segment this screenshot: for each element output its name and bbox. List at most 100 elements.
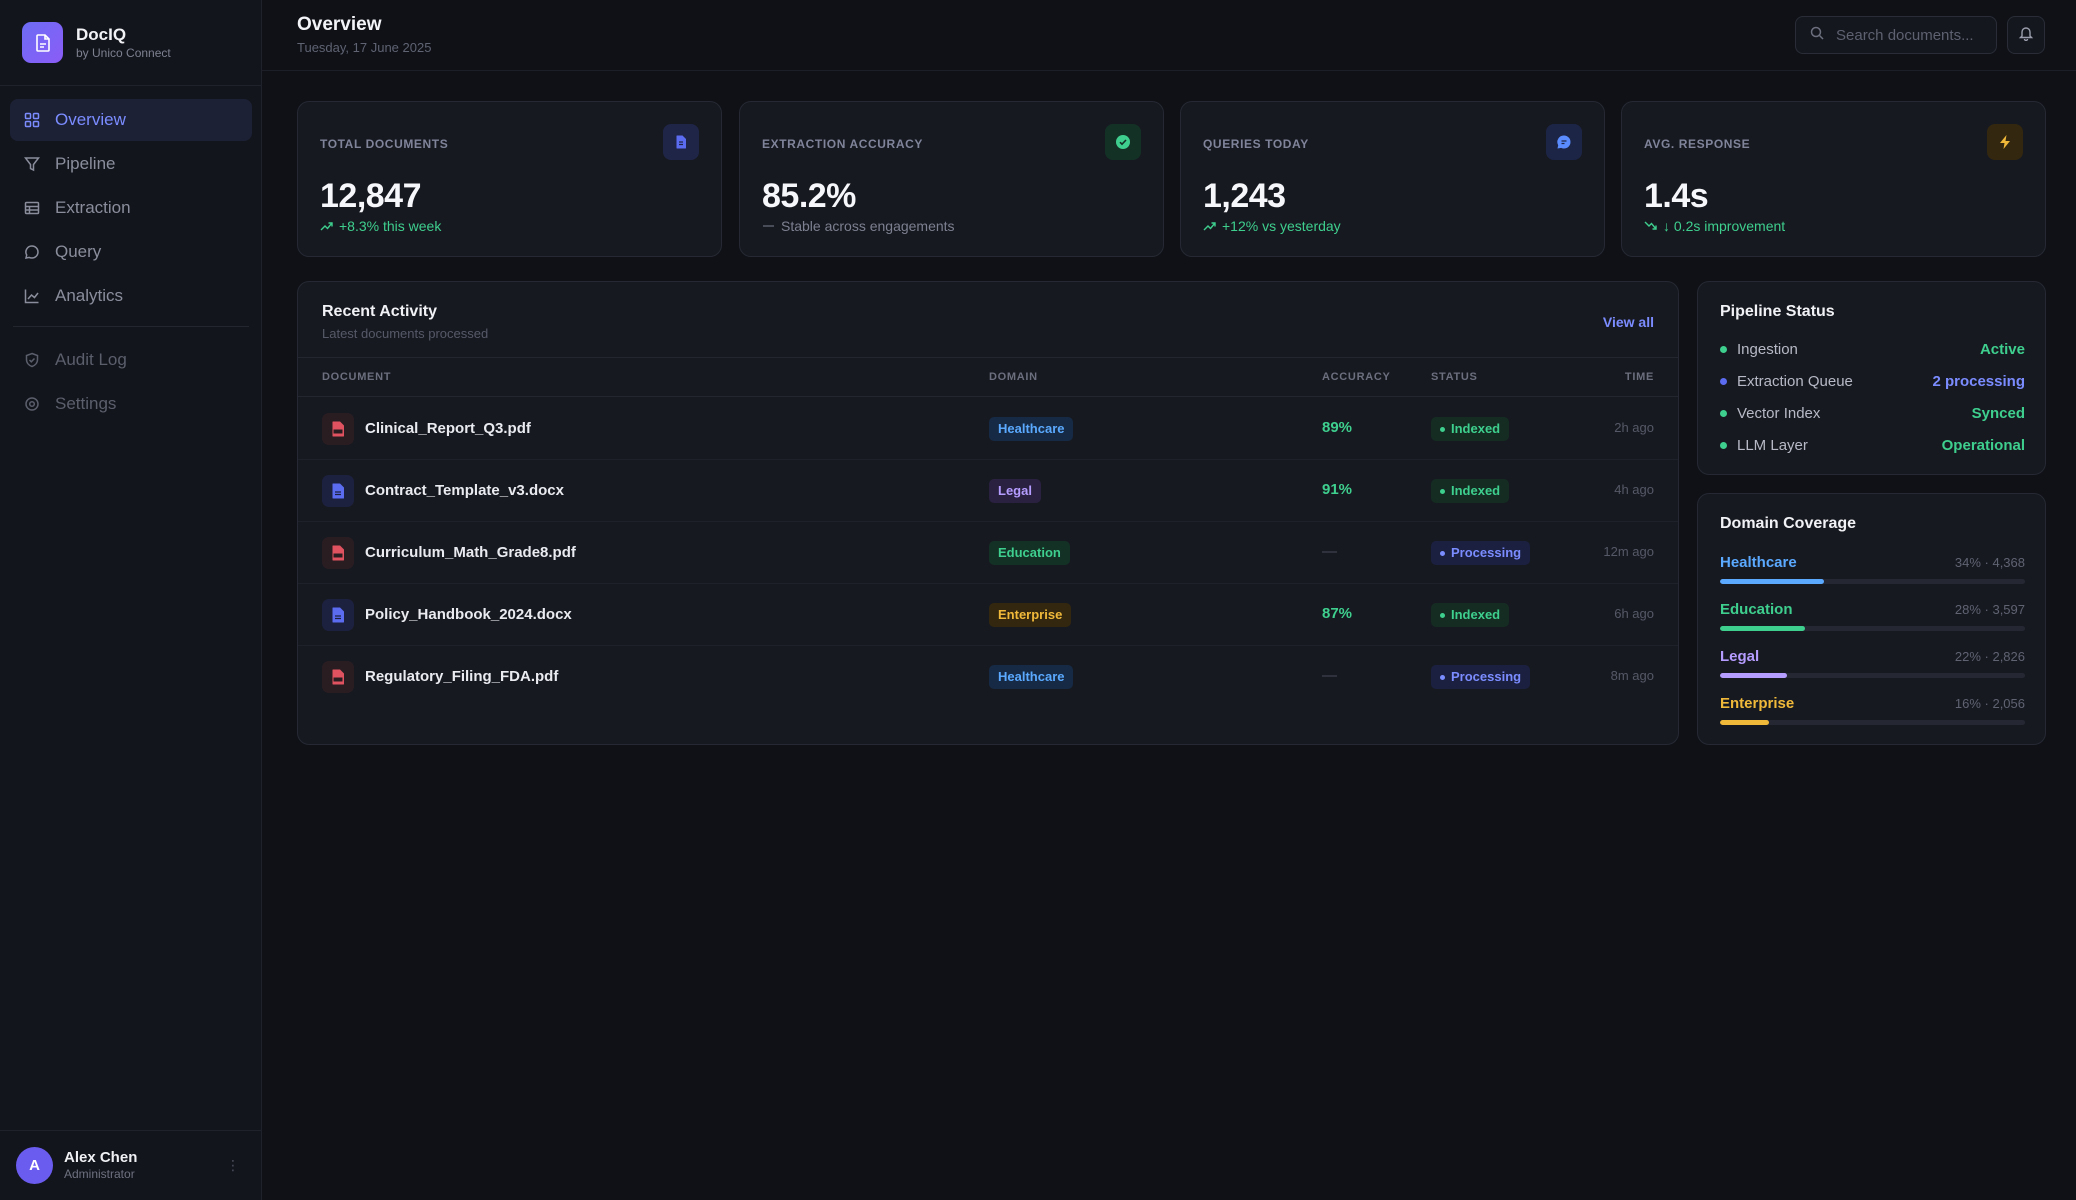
pipeline-label: Extraction Queue: [1737, 373, 1853, 390]
pdf-file-icon: [322, 661, 354, 693]
brand-subtitle: by Unico Connect: [76, 45, 171, 60]
nav-item-query[interactable]: Query: [10, 231, 252, 273]
stat-value: 85.2%: [762, 177, 856, 215]
table-row[interactable]: Curriculum_Math_Grade8.pdf Education — P…: [298, 522, 1678, 584]
chat-icon: [23, 243, 41, 261]
search-input[interactable]: [1834, 25, 1984, 45]
status-badge: Processing: [1431, 541, 1531, 565]
coverage-meta: 34% · 4,368: [1954, 555, 2025, 570]
stat-card-queries-today[interactable]: QUERIES TODAY 1,243 +12% vs yesterday: [1180, 101, 1605, 257]
status-dot: [1720, 442, 1727, 449]
domain-tag: Education: [989, 541, 1070, 565]
table-icon: [23, 199, 41, 217]
stat-card-avg-response[interactable]: AVG. RESPONSE 1.4s ↓ 0.2s improvement: [1621, 101, 2046, 257]
stat-card-extraction-accuracy[interactable]: EXTRACTION ACCURACY 85.2% Stable across …: [739, 101, 1164, 257]
panel-title: Recent Activity: [322, 303, 437, 320]
pipeline-label: LLM Layer: [1737, 437, 1808, 454]
file-name: Regulatory_Filing_FDA.pdf: [365, 668, 559, 685]
bell-icon: [2018, 25, 2034, 46]
more-vertical-icon[interactable]: ⋮: [226, 1157, 240, 1173]
check-circle-icon: [1105, 124, 1141, 160]
trend-up-icon: [320, 221, 333, 231]
time-ago: 4h ago: [1614, 482, 1654, 497]
stat-delta-text: Stable across engagements: [781, 218, 955, 234]
search-icon: [1810, 26, 1824, 45]
stat-label: AVG. RESPONSE: [1644, 137, 1751, 151]
coverage-item-enterprise: Enterprise 16% · 2,056: [1720, 695, 2025, 735]
page-date: Tuesday, 17 June 2025: [297, 40, 432, 55]
nav-item-pipeline[interactable]: Pipeline: [10, 143, 252, 185]
brand[interactable]: DocIQ by Unico Connect: [22, 22, 171, 63]
doc-file-icon: [322, 599, 354, 631]
table-row[interactable]: Contract_Template_v3.docx Legal 91% Inde…: [298, 460, 1678, 522]
accuracy-value: —: [1322, 543, 1337, 560]
stat-label: EXTRACTION ACCURACY: [762, 137, 923, 151]
status-badge: Indexed: [1431, 603, 1510, 627]
chart-line-icon: [23, 287, 41, 305]
file-name: Contract_Template_v3.docx: [365, 482, 564, 499]
user-profile[interactable]: A Alex Chen Administrator ⋮: [0, 1130, 262, 1200]
column-header-document[interactable]: DOCUMENT: [322, 371, 392, 383]
column-header-status[interactable]: STATUS: [1431, 371, 1478, 383]
view-all-link[interactable]: View all: [1602, 314, 1654, 330]
status-dot: [1720, 410, 1727, 417]
coverage-item-healthcare: Healthcare 34% · 4,368: [1720, 554, 2025, 594]
pipeline-item-vector-index: Vector Index Synced: [1720, 404, 2025, 424]
avatar: A: [16, 1147, 53, 1184]
stat-value: 12,847: [320, 177, 422, 215]
stat-value: 1.4s: [1644, 177, 1709, 215]
nav-item-analytics[interactable]: Analytics: [10, 275, 252, 317]
brand-name: DocIQ: [76, 24, 127, 44]
table-header: DOCUMENT DOMAIN ACCURACY STATUS TIME: [298, 357, 1678, 397]
pdf-file-icon: [322, 537, 354, 569]
nav-item-overview[interactable]: Overview: [10, 99, 252, 141]
table-row[interactable]: Clinical_Report_Q3.pdf Healthcare 89% In…: [298, 398, 1678, 460]
column-header-accuracy[interactable]: ACCURACY: [1322, 371, 1391, 383]
coverage-bar-track: [1720, 720, 2025, 725]
nav-divider: [13, 326, 249, 327]
nav-item-extraction[interactable]: Extraction: [10, 187, 252, 229]
pipeline-item-llm-layer: LLM Layer Operational: [1720, 436, 2025, 456]
time-ago: 12m ago: [1603, 544, 1654, 559]
pipeline-item-ingestion: Ingestion Active: [1720, 340, 2025, 360]
sidebar: DocIQ by Unico Connect Overview Pipeline…: [0, 0, 262, 1200]
coverage-bar-fill: [1720, 579, 1824, 584]
nav-label: Extraction: [55, 198, 131, 217]
top-header: Overview Tuesday, 17 June 2025: [262, 0, 2076, 71]
accuracy-value: 91%: [1322, 481, 1353, 498]
table-row[interactable]: Regulatory_Filing_FDA.pdf Healthcare — P…: [298, 646, 1678, 708]
file-name: Curriculum_Math_Grade8.pdf: [365, 544, 576, 561]
user-name: Alex Chen: [64, 1149, 138, 1166]
coverage-bar-track: [1720, 626, 2025, 631]
lightning-icon: [1987, 124, 2023, 160]
nav-item-settings[interactable]: Settings: [10, 383, 252, 425]
pdf-file-icon: [322, 413, 354, 445]
stat-label: TOTAL DOCUMENTS: [320, 137, 449, 151]
coverage-bar-track: [1720, 579, 2025, 584]
status-badge: Indexed: [1431, 479, 1510, 503]
nav-label: Settings: [55, 394, 117, 413]
search-box[interactable]: [1795, 16, 1997, 54]
pipeline-item-extraction-queue: Extraction Queue 2 processing: [1720, 372, 2025, 392]
panel-subtitle: Latest documents processed: [322, 326, 489, 341]
stat-delta-text: ↓ 0.2s improvement: [1663, 218, 1786, 234]
domain-tag: Healthcare: [989, 417, 1074, 441]
notifications-button[interactable]: [2007, 16, 2045, 54]
stat-delta: +8.3% this week: [320, 218, 441, 234]
filter-icon: [23, 155, 41, 173]
recent-activity-panel: Recent Activity Latest documents process…: [297, 281, 1679, 745]
time-ago: 8m ago: [1610, 668, 1654, 683]
column-header-time[interactable]: TIME: [1624, 371, 1654, 383]
stat-delta: ↓ 0.2s improvement: [1644, 218, 1785, 234]
stat-delta-text: +12% vs yesterday: [1222, 218, 1341, 234]
pipeline-value: 2 processing: [1932, 373, 2025, 390]
domain-tag: Enterprise: [989, 603, 1072, 627]
column-header-domain[interactable]: DOMAIN: [989, 371, 1038, 383]
domain-tag: Healthcare: [989, 665, 1074, 689]
stat-card-total-documents[interactable]: TOTAL DOCUMENTS 12,847 +8.3% this week: [297, 101, 722, 257]
table-row[interactable]: Policy_Handbook_2024.docx Enterprise 87%…: [298, 584, 1678, 646]
nav-item-audit-log[interactable]: Audit Log: [10, 339, 252, 381]
chat-bubble-icon: [1546, 124, 1582, 160]
coverage-item-education: Education 28% · 3,597: [1720, 601, 2025, 641]
panel-title: Domain Coverage: [1720, 515, 1857, 532]
